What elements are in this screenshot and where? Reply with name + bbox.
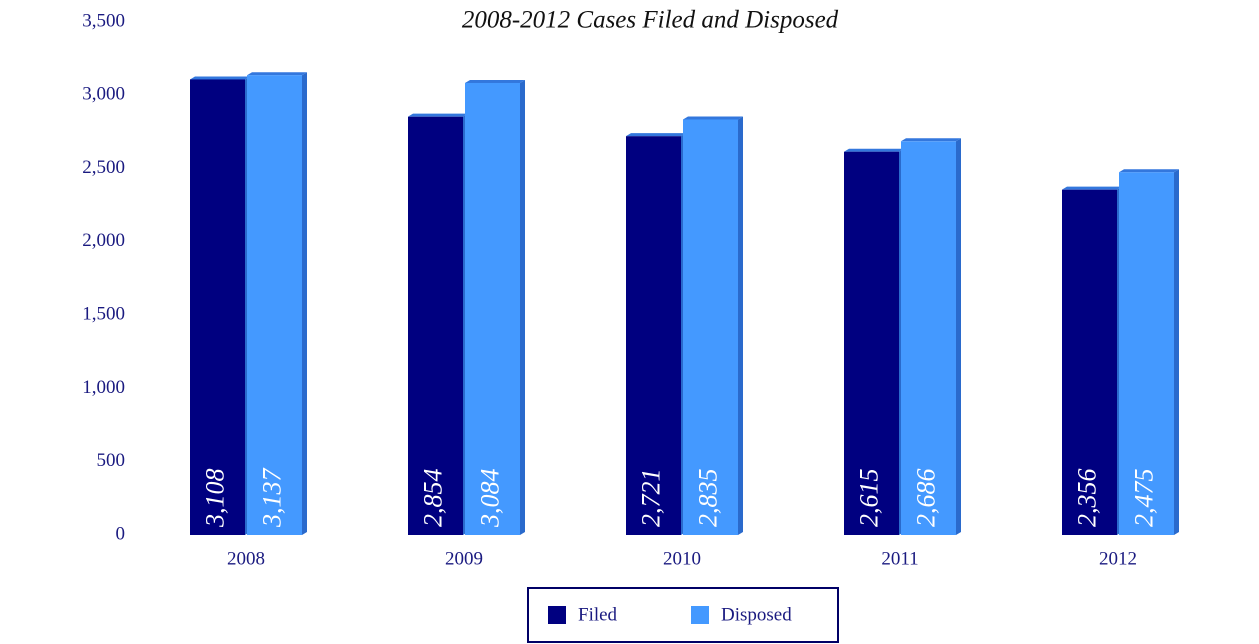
legend-label: Disposed [721, 604, 792, 625]
chart-subtitle: 2008-2012 Cases Filed and Disposed [462, 7, 839, 34]
bar [247, 75, 302, 535]
value-label: 3,137 [257, 468, 286, 529]
bar [901, 141, 956, 535]
value-label: 2,686 [911, 469, 940, 528]
y-tick-label: 1,500 [82, 304, 125, 325]
y-tick-label: 1,000 [82, 377, 125, 398]
value-label: 2,356 [1072, 469, 1101, 528]
bar-top [626, 133, 686, 137]
value-label: 3,108 [200, 469, 229, 529]
y-tick-label: 500 [97, 450, 126, 471]
bar-top [247, 72, 307, 76]
legend-swatch [691, 606, 709, 624]
bar-top [1119, 169, 1179, 173]
value-label: 2,475 [1129, 469, 1158, 528]
bar-top [901, 138, 961, 142]
bar [626, 136, 681, 535]
legend-box [527, 587, 839, 643]
value-label: 2,854 [418, 469, 447, 528]
bar-side [302, 72, 307, 535]
bar [190, 79, 245, 536]
bar-top [1062, 186, 1122, 190]
y-tick-label: 0 [116, 523, 126, 544]
y-tick-label: 3,500 [82, 10, 125, 31]
bar [1119, 172, 1174, 535]
y-tick-label: 3,000 [82, 84, 125, 105]
bar-top [408, 113, 468, 117]
x-tick-label: 2012 [1099, 548, 1137, 569]
bar [1062, 189, 1117, 535]
bar-side [738, 116, 743, 535]
y-tick-label: 2,000 [82, 230, 125, 251]
legend-swatch [548, 606, 566, 624]
bar-side [1174, 169, 1179, 535]
bar [683, 119, 738, 535]
bar [844, 151, 899, 536]
bar-side [520, 79, 525, 535]
x-tick-label: 2008 [227, 548, 265, 569]
legend-label: Filed [578, 604, 618, 625]
bar-top [683, 116, 743, 120]
bar-top [844, 148, 904, 152]
value-label: 2,615 [854, 469, 883, 528]
bar-top [190, 76, 250, 80]
bar [465, 82, 520, 535]
value-label: 3,084 [475, 469, 504, 529]
x-tick-label: 2010 [663, 548, 701, 569]
bar-top [465, 79, 525, 83]
bar-side [956, 138, 961, 535]
x-tick-label: 2009 [445, 548, 483, 569]
value-label: 2,721 [636, 469, 665, 528]
x-tick-label: 2011 [881, 548, 918, 569]
value-label: 2,835 [693, 469, 722, 528]
bar [408, 116, 463, 535]
y-tick-label: 2,500 [82, 157, 125, 178]
